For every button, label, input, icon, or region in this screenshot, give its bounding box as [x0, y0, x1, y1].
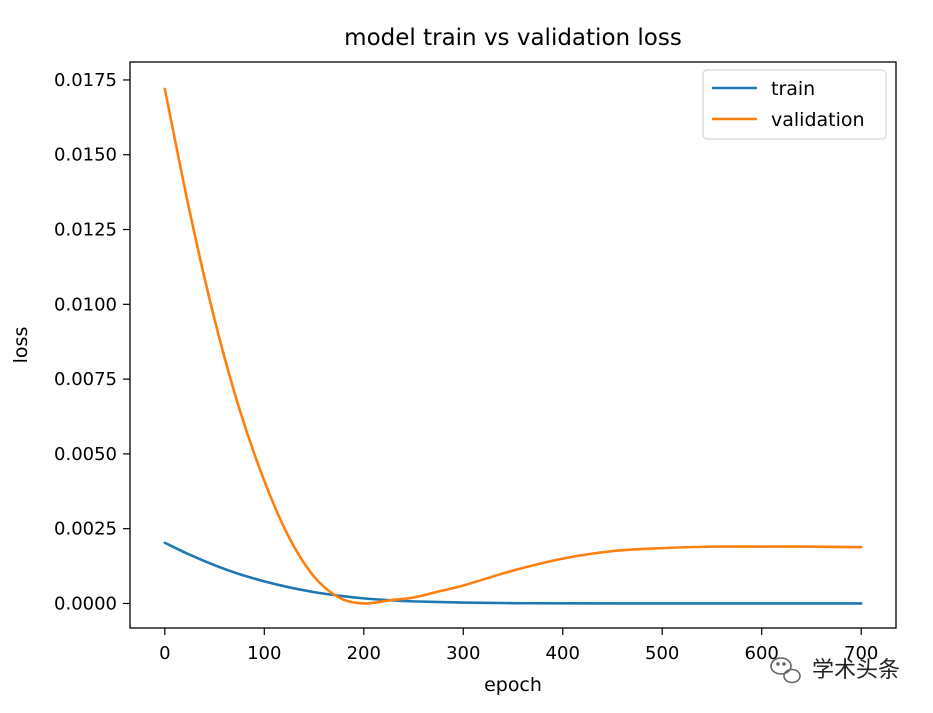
y-tick-label: 0.0025 — [54, 519, 117, 540]
x-axis: 0 100 200 300 400 500 600 700 — [159, 628, 878, 664]
y-axis-label: loss — [10, 327, 32, 364]
chart-title: model train vs validation loss — [344, 25, 682, 51]
legend-label-validation: validation — [771, 109, 865, 131]
y-tick-label: 0.0175 — [54, 70, 117, 91]
y-tick-label: 0.0125 — [54, 220, 117, 241]
legend-label-train: train — [771, 78, 815, 100]
y-axis: 0.0000 0.0025 0.0050 0.0075 0.0100 0.0125 0.01… — [54, 70, 130, 614]
watermark-text: 学术头条 — [812, 658, 900, 683]
plot-area: 0 100 200 300 400 500 600 700 0.0000 0.0025 0.005… — [54, 61, 897, 664]
y-tick-label: 0.0100 — [54, 294, 117, 315]
series-layer — [163, 87, 863, 605]
x-axis-label: epoch — [484, 674, 542, 696]
x-tick-label: 0 — [159, 643, 170, 664]
x-tick-label: 500 — [645, 643, 679, 664]
legend: train validation — [702, 69, 887, 140]
x-tick-label: 600 — [745, 643, 779, 664]
chat-bubble-icon — [770, 657, 801, 684]
watermark: 学术头条 — [770, 657, 900, 684]
y-tick-label: 0.0075 — [54, 369, 117, 390]
series-line-validation — [163, 87, 863, 605]
y-tick-label: 0.0150 — [54, 145, 117, 166]
y-tick-label: 0.0050 — [54, 444, 117, 465]
series-line-train — [163, 541, 863, 605]
x-tick-label: 400 — [546, 643, 580, 664]
x-tick-label: 700 — [844, 643, 878, 664]
x-tick-label: 200 — [347, 643, 381, 664]
x-tick-label: 300 — [446, 643, 480, 664]
x-tick-label: 100 — [247, 643, 281, 664]
plot-frame — [129, 61, 897, 629]
y-tick-label: 0.0000 — [54, 593, 117, 614]
